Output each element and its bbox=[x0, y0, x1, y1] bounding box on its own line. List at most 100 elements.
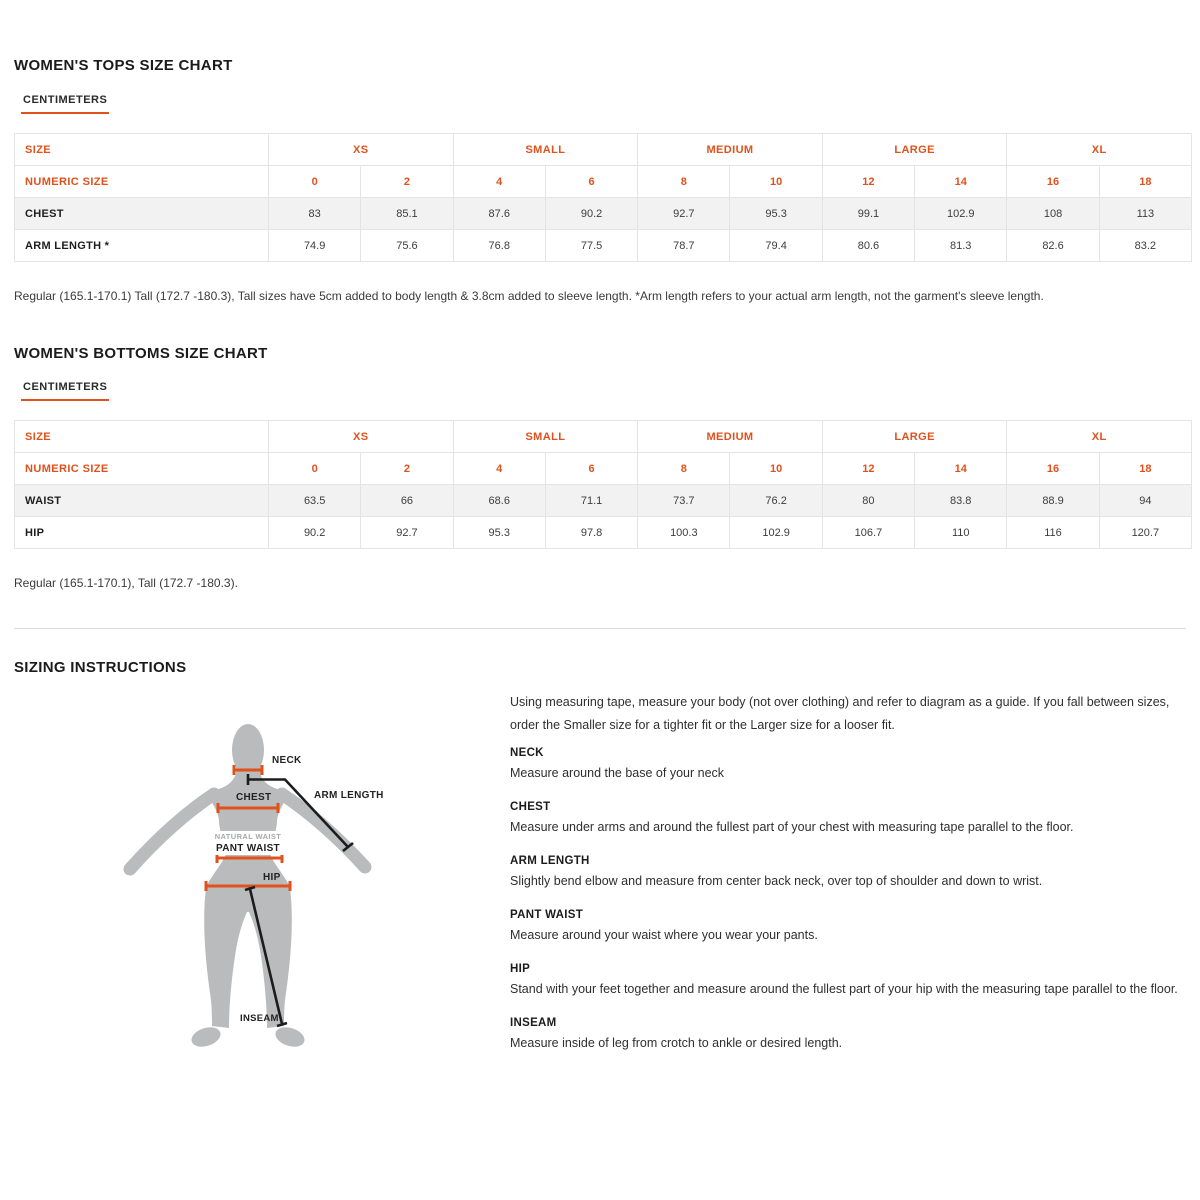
diagram-neck-label: NECK bbox=[272, 755, 302, 766]
size-group-header-xl: XL bbox=[1006, 420, 1192, 453]
instruction-block-inseam: INSEAM Measure inside of leg from crotch … bbox=[510, 1016, 1186, 1051]
measurement-value-cell: 120.7 bbox=[1098, 516, 1193, 549]
numeric-size-header: NUMERIC SIZE bbox=[14, 165, 269, 198]
size-group-header-medium: MEDIUM bbox=[637, 420, 823, 453]
measurement-value-cell: 71.1 bbox=[544, 484, 639, 517]
measurement-value-cell: 106.7 bbox=[821, 516, 916, 549]
measurement-value-cell: 88.9 bbox=[1006, 484, 1100, 517]
measurement-value-cell: 85.1 bbox=[360, 197, 454, 230]
numeric-size-cell: 6 bbox=[544, 165, 639, 198]
instruction-block-chest: CHEST Measure under arms and around the f… bbox=[510, 800, 1186, 835]
numeric-size-cell: 16 bbox=[1006, 452, 1100, 485]
size-column-header: SIZE bbox=[14, 133, 269, 166]
tops-footnote: Regular (165.1-170.1) Tall (172.7 -180.3… bbox=[14, 289, 1044, 303]
size-group-header-large: LARGE bbox=[821, 133, 1008, 166]
instruction-heading: CHEST bbox=[510, 801, 551, 813]
size-group-header-xs: XS bbox=[268, 133, 454, 166]
instruction-text: Measure inside of leg from crotch to ank… bbox=[510, 1036, 843, 1050]
instruction-block-pant-waist: PANT WAIST Measure around your waist wher… bbox=[510, 908, 1186, 943]
chest-measure-line bbox=[216, 803, 280, 813]
size-group-header-medium: MEDIUM bbox=[637, 133, 823, 166]
numeric-size-cell: 14 bbox=[914, 165, 1008, 198]
measurement-value-cell: 90.2 bbox=[544, 197, 639, 230]
numeric-size-cell: 12 bbox=[821, 165, 916, 198]
body-measurement-diagram: NECK CHEST ARM LENGTH NATURAL WAIST PANT… bbox=[0, 690, 500, 1070]
measurement-value-cell: 77.5 bbox=[544, 229, 639, 262]
numeric-size-cell: 12 bbox=[821, 452, 916, 485]
measurement-value-cell: 76.8 bbox=[452, 229, 546, 262]
instruction-heading: ARM LENGTH bbox=[510, 855, 590, 867]
measurement-row-label: ARM LENGTH * bbox=[14, 229, 269, 262]
measurement-row-label: WAIST bbox=[14, 484, 269, 517]
measurement-value-cell: 102.9 bbox=[729, 516, 823, 549]
measurement-row: HIP 90.2 92.7 95.3 97.8 100.3 102.9 106.7 110 116… bbox=[14, 516, 1193, 549]
instruction-text: Measure around the base of your neck bbox=[510, 766, 725, 780]
measurement-value-cell: 81.3 bbox=[914, 229, 1008, 262]
bottoms-chart-title: WOMEN'S BOTTOMS SIZE CHART bbox=[14, 345, 268, 362]
measurement-value-cell: 75.6 bbox=[360, 229, 454, 262]
tops-unit-tab-centimeters[interactable]: CENTIMETERS bbox=[21, 94, 110, 114]
sizing-instructions-text: Using measuring tape, measure your body … bbox=[510, 691, 1186, 1070]
numeric-size-cell: 2 bbox=[360, 165, 454, 198]
numeric-size-row: NUMERIC SIZE 0 2 4 6 8 10 12 14 16 18 bbox=[14, 165, 1193, 198]
measurement-value-cell: 76.2 bbox=[729, 484, 823, 517]
measurement-value-cell: 80.6 bbox=[821, 229, 916, 262]
measurement-value-cell: 73.7 bbox=[637, 484, 731, 517]
measurement-value-cell: 83 bbox=[267, 197, 362, 230]
measurement-value-cell: 110 bbox=[914, 516, 1008, 549]
size-group-header-small: SMALL bbox=[452, 420, 639, 453]
bottoms-unit-tab-centimeters[interactable]: CENTIMETERS bbox=[21, 381, 110, 401]
measurement-value-cell: 99.1 bbox=[821, 197, 916, 230]
numeric-size-header: NUMERIC SIZE bbox=[14, 452, 269, 485]
size-group-header-large: LARGE bbox=[821, 420, 1008, 453]
measurement-value-cell: 116 bbox=[1006, 516, 1100, 549]
bottoms-footnote: Regular (165.1-170.1), Tall (172.7 -180.… bbox=[14, 576, 238, 590]
measurement-value-cell: 82.6 bbox=[1006, 229, 1100, 262]
measurement-row-label: HIP bbox=[14, 516, 269, 549]
instruction-block-arm-length: ARM LENGTH Slightly bend elbow and measur… bbox=[510, 854, 1186, 889]
numeric-size-cell: 10 bbox=[729, 165, 823, 198]
numeric-size-cell: 14 bbox=[914, 452, 1008, 485]
body-arms bbox=[123, 787, 372, 876]
size-group-header-small: SMALL bbox=[452, 133, 639, 166]
instruction-text: Stand with your feet together and measur… bbox=[510, 982, 1178, 996]
diagram-chest-label: CHEST bbox=[236, 792, 272, 803]
measurement-row: CHEST 83 85.1 87.6 90.2 92.7 95.3 99.1 102.9 108 1… bbox=[14, 197, 1193, 230]
numeric-size-cell: 6 bbox=[544, 452, 639, 485]
diagram-hip-label: HIP bbox=[263, 872, 281, 883]
numeric-size-cell: 0 bbox=[267, 165, 362, 198]
measurement-row-label: CHEST bbox=[14, 197, 269, 230]
instruction-heading: NECK bbox=[510, 747, 544, 759]
measurement-row: ARM LENGTH * 74.9 75.6 76.8 77.5 78.7 79.4 80.6… bbox=[14, 229, 1193, 262]
measurement-value-cell: 92.7 bbox=[360, 516, 454, 549]
inseam-measure-line bbox=[244, 885, 288, 1028]
numeric-size-cell: 18 bbox=[1098, 452, 1193, 485]
measurement-value-cell: 78.7 bbox=[637, 229, 731, 262]
size-group-row: SIZE XS SMALL MEDIUM LARGE XL bbox=[14, 420, 1192, 453]
numeric-size-cell: 0 bbox=[267, 452, 362, 485]
numeric-size-cell: 18 bbox=[1098, 165, 1193, 198]
body-silhouette-graphic bbox=[123, 724, 372, 1047]
numeric-size-cell: 16 bbox=[1006, 165, 1100, 198]
instruction-text: Slightly bend elbow and measure from cen… bbox=[510, 874, 1043, 888]
tops-chart-title: WOMEN'S TOPS SIZE CHART bbox=[14, 57, 233, 74]
measurement-value-cell: 68.6 bbox=[452, 484, 546, 517]
measurement-row: WAIST 63.5 66 68.6 71.1 73.7 76.2 80 83.8 88.9 94 bbox=[14, 484, 1193, 517]
diagram-pant-waist-label: PANT WAIST bbox=[212, 843, 284, 855]
measurement-value-cell: 83.2 bbox=[1098, 229, 1193, 262]
measurement-value-cell: 94 bbox=[1098, 484, 1193, 517]
measurement-value-cell: 79.4 bbox=[729, 229, 823, 262]
section-divider bbox=[14, 628, 1186, 629]
size-group-header-xl: XL bbox=[1006, 133, 1192, 166]
numeric-size-cell: 8 bbox=[637, 452, 731, 485]
measurement-value-cell: 83.8 bbox=[914, 484, 1008, 517]
size-group-row: SIZE XS SMALL MEDIUM LARGE XL bbox=[14, 133, 1192, 166]
measurement-value-cell: 80 bbox=[821, 484, 916, 517]
instruction-block-neck: NECK Measure around the base of your neck bbox=[510, 746, 1186, 781]
measurement-value-cell: 92.7 bbox=[637, 197, 731, 230]
diagram-arm-length-label: ARM LENGTH bbox=[314, 790, 384, 801]
instruction-text: Measure around your waist where you wear… bbox=[510, 928, 818, 942]
numeric-size-cell: 10 bbox=[729, 452, 823, 485]
measurement-value-cell: 113 bbox=[1098, 197, 1193, 230]
instruction-heading: HIP bbox=[510, 963, 531, 975]
